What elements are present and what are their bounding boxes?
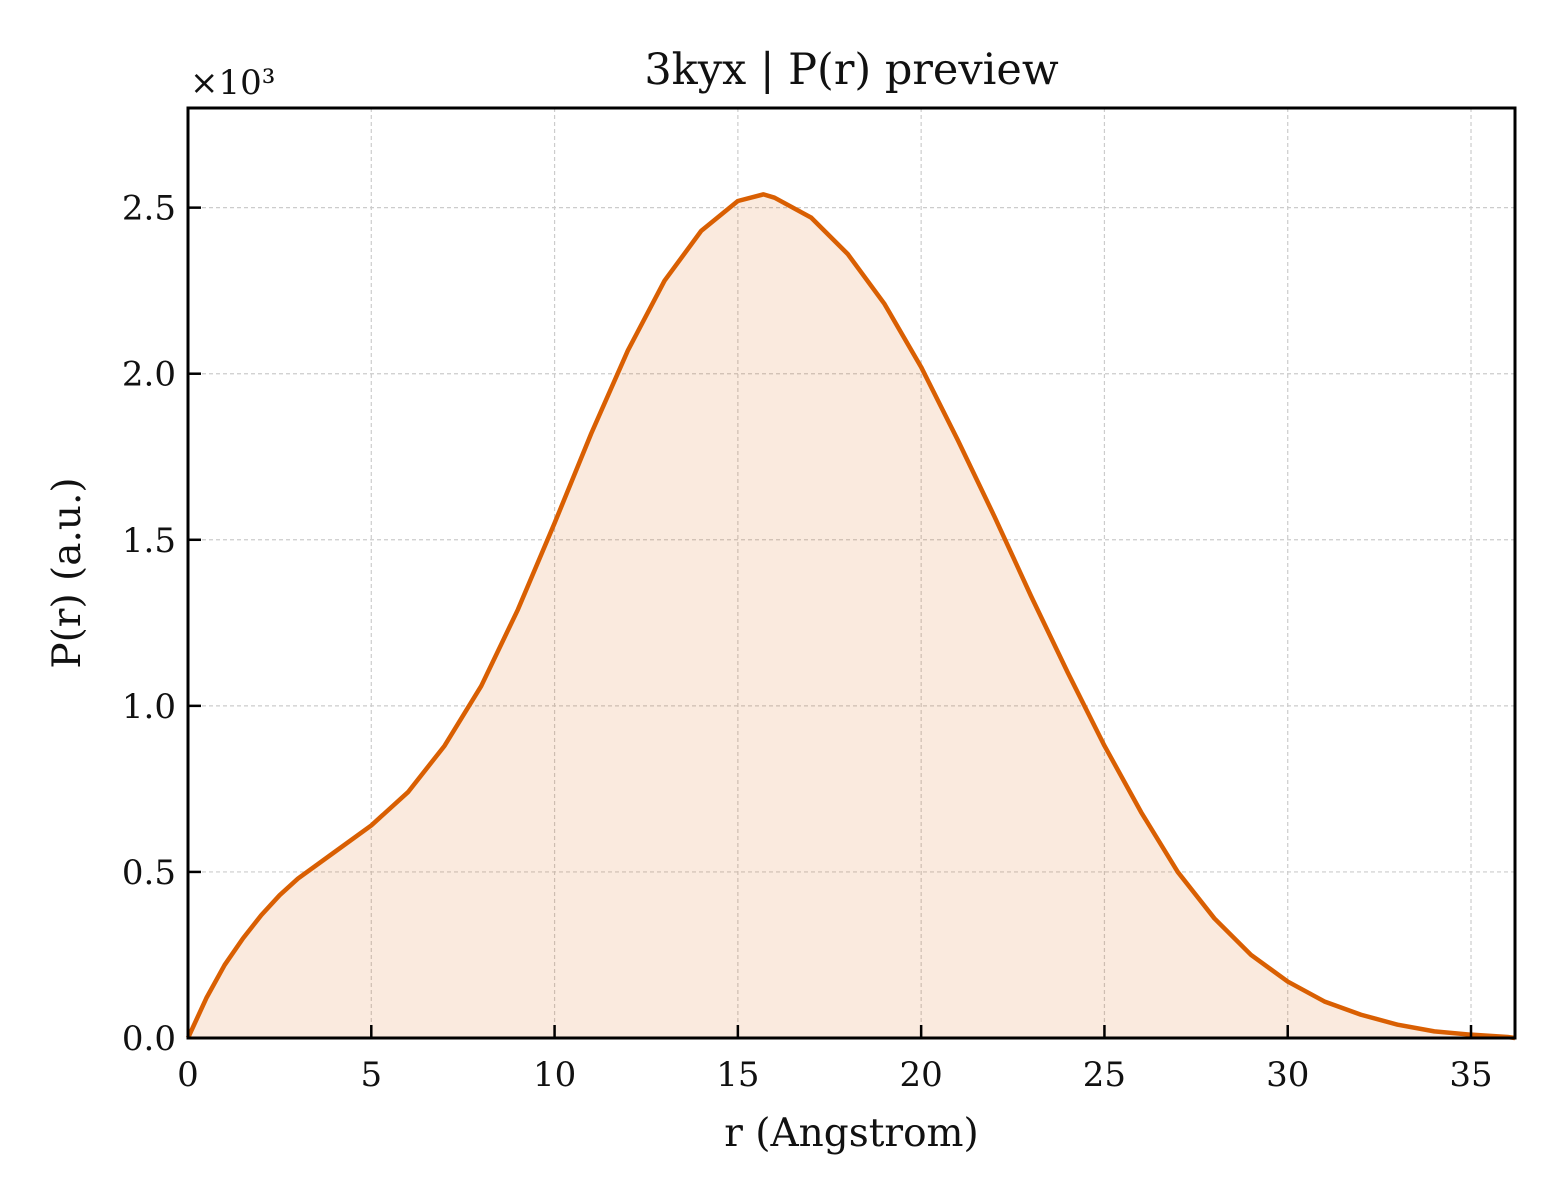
y-tick-label: 2.0 — [122, 355, 176, 395]
x-tick-label: 10 — [533, 1055, 576, 1095]
pr-curve-line — [185, 192, 1516, 1041]
x-tick-label: 25 — [1083, 1055, 1126, 1095]
y-axis-offset-label: ×10³ — [190, 63, 275, 103]
y-tick-label: 0.0 — [122, 1019, 176, 1059]
y-tick-label: 1.0 — [122, 687, 176, 727]
y-tick-label: 0.5 — [122, 853, 176, 893]
y-axis-ticks: 0.0 0.5 1.0 1.5 2.0 2.5 — [122, 189, 201, 1059]
x-tick-label: 15 — [716, 1055, 759, 1095]
x-tick-label: 30 — [1266, 1055, 1309, 1095]
x-axis-label: r (Angstrom) — [724, 1111, 979, 1156]
x-tick-label: 5 — [360, 1055, 382, 1095]
y-axis-label: P(r) (a.u.) — [45, 477, 90, 668]
x-tick-label: 20 — [900, 1055, 943, 1095]
grid — [188, 108, 1515, 1038]
x-tick-label: 35 — [1449, 1055, 1492, 1095]
y-tick-label: 2.5 — [122, 189, 176, 229]
chart-title: 3kyx | P(r) preview — [644, 45, 1059, 95]
x-axis-ticks: 0 5 10 15 20 25 30 35 — [177, 1025, 1493, 1095]
plot-frame — [186, 106, 1517, 1040]
x-tick-label: 0 — [177, 1055, 199, 1095]
pr-area-fill — [188, 194, 1515, 1039]
y-tick-label: 1.5 — [122, 521, 176, 561]
